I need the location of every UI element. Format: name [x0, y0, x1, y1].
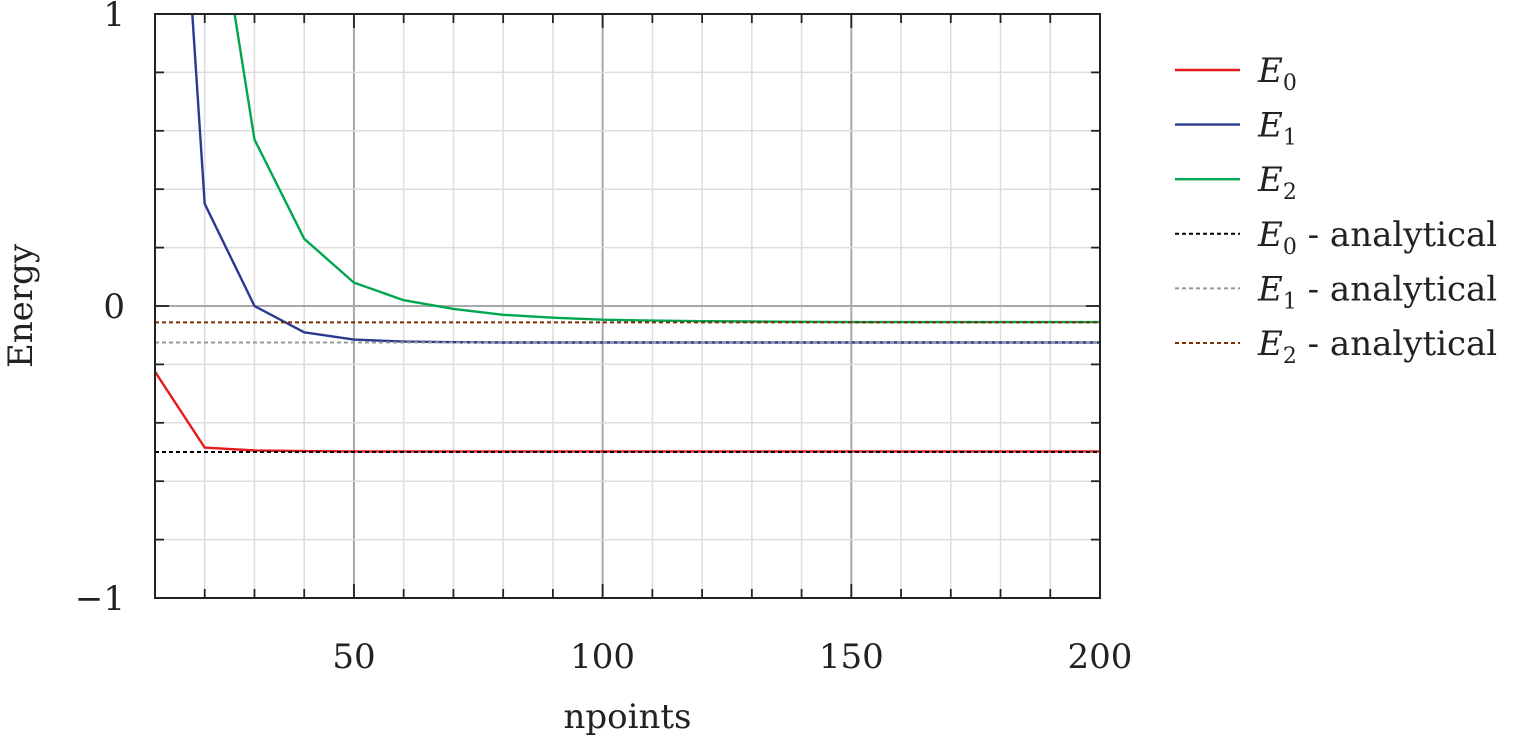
x-tick-label: 150 — [819, 637, 884, 677]
legend-label-3: E0 - analytical — [1257, 215, 1497, 260]
legend: E0 E1 E2 E0 - analytical E1 - analytical E2 -… — [1175, 51, 1497, 369]
legend-label-5: E2 - analytical — [1257, 324, 1497, 369]
y-tick-label: 1 — [103, 0, 125, 35]
x-tick-label: 100 — [570, 637, 635, 677]
legend-label-4: E1 - analytical — [1257, 269, 1497, 314]
y-axis-title: Energy — [1, 243, 41, 368]
y-tick-label: −1 — [75, 579, 125, 619]
legend-label-2: E2 — [1257, 160, 1297, 205]
axis-ticks — [154, 13, 1101, 599]
x-axis-title: npoints — [563, 697, 691, 737]
x-tick-label: 50 — [332, 637, 375, 677]
legend-label-0: E0 — [1257, 51, 1297, 96]
grid — [154, 13, 1101, 599]
legend-label-1: E1 — [1257, 106, 1297, 151]
tick-labels: 50 100 150 200 −1 0 1 — [75, 0, 1133, 677]
y-tick-label: 0 — [103, 287, 125, 327]
series-line-1 — [191, 13, 1100, 344]
series-line-2 — [233, 13, 1100, 324]
series-layer — [153, 13, 1100, 453]
x-tick-label: 200 — [1068, 637, 1133, 677]
series-line-0 — [153, 371, 1100, 453]
